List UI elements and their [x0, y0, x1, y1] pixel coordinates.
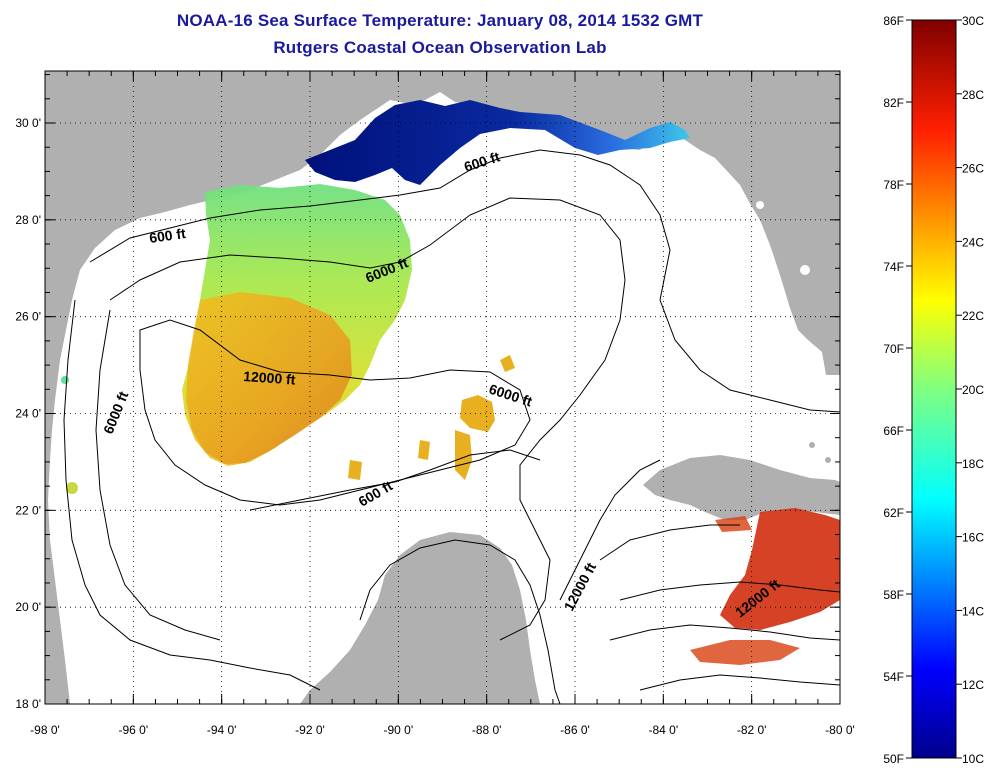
lon-tick-label: -92 0': [295, 723, 325, 737]
colorbar-f-label: 58F: [883, 588, 904, 602]
map-title: NOAA-16 Sea Surface Temperature: January…: [176, 11, 704, 30]
colorbar-f-label: 74F: [883, 260, 904, 274]
colorbar-f-label: 82F: [883, 96, 904, 110]
map-subtitle: Rutgers Coastal Ocean Observation Lab: [273, 38, 607, 57]
colorbar-f-label: 86F: [883, 14, 904, 28]
graticule: [45, 71, 840, 704]
lat-tick-label: 26 0': [15, 310, 41, 324]
contour-label-12000-center: 12000 ft: [243, 368, 296, 388]
lon-tick-label: -88 0': [472, 723, 502, 737]
colorbar-c-label: 18C: [962, 457, 984, 471]
land-yucatan: [300, 532, 540, 704]
lon-tick-label: -84 0': [649, 723, 679, 737]
axis-ticks: -98 0' -96 0' -94 0' -92 0' -90 0' -88 0' -86 …: [15, 71, 855, 737]
colorbar-f-label: 50F: [883, 752, 904, 766]
sst-central-warm: [186, 292, 352, 464]
lon-tick-label: -96 0': [119, 723, 149, 737]
lat-tick-label: 30 0': [15, 116, 41, 130]
land-cuba: [643, 455, 840, 520]
lat-tick-label: 24 0': [15, 407, 41, 421]
colorbar-f-label: 62F: [883, 506, 904, 520]
colorbar-c-label: 16C: [962, 531, 984, 545]
colorbar-c-label: 20C: [962, 383, 984, 397]
colorbar-c-label: 14C: [962, 604, 984, 618]
lon-tick-label: -94 0': [207, 723, 237, 737]
lat-tick-label: 28 0': [15, 213, 41, 227]
lat-tick-label: 22 0': [15, 503, 41, 517]
colorbar-c-label: 12C: [962, 678, 984, 692]
lon-tick-label: -86 0': [560, 723, 590, 737]
colorbar-c-label: 30C: [962, 14, 984, 28]
colorbar-f-label: 54F: [883, 670, 904, 684]
land-north-america: [45, 71, 840, 704]
sst-northern-coast: [305, 100, 690, 185]
lon-tick-label: -82 0': [737, 723, 767, 737]
colorbar-c-label: 22C: [962, 309, 984, 323]
sst-caribbean-streaks: [690, 516, 800, 665]
contour-label-600-north: 600 ft: [148, 225, 187, 246]
colorbar-f-label: 78F: [883, 178, 904, 192]
colorbar-c-label: 24C: [962, 235, 984, 249]
colorbar: [911, 19, 957, 759]
sst-caribbean: [720, 508, 840, 630]
bathymetry-contours: [63, 149, 840, 704]
lon-tick-label: -98 0': [30, 723, 60, 737]
lat-tick-label: 18 0': [15, 697, 41, 711]
colorbar-f-label: 66F: [883, 424, 904, 438]
colorbar-f-label: 70F: [883, 342, 904, 356]
lon-tick-label: -90 0': [384, 723, 414, 737]
colorbar-c-label: 28C: [962, 88, 984, 102]
colorbar-labels: 86F 82F 78F 74F 70F 66F 62F 58F 54F 50F 30C 28C 26C 2…: [883, 14, 984, 766]
lat-tick-label: 20 0': [15, 600, 41, 614]
sst-central-gulf-spots: [348, 355, 515, 480]
lon-tick-label: -80 0': [825, 723, 855, 737]
colorbar-c-label: 26C: [962, 162, 984, 176]
colorbar-c-label: 10C: [962, 752, 984, 766]
